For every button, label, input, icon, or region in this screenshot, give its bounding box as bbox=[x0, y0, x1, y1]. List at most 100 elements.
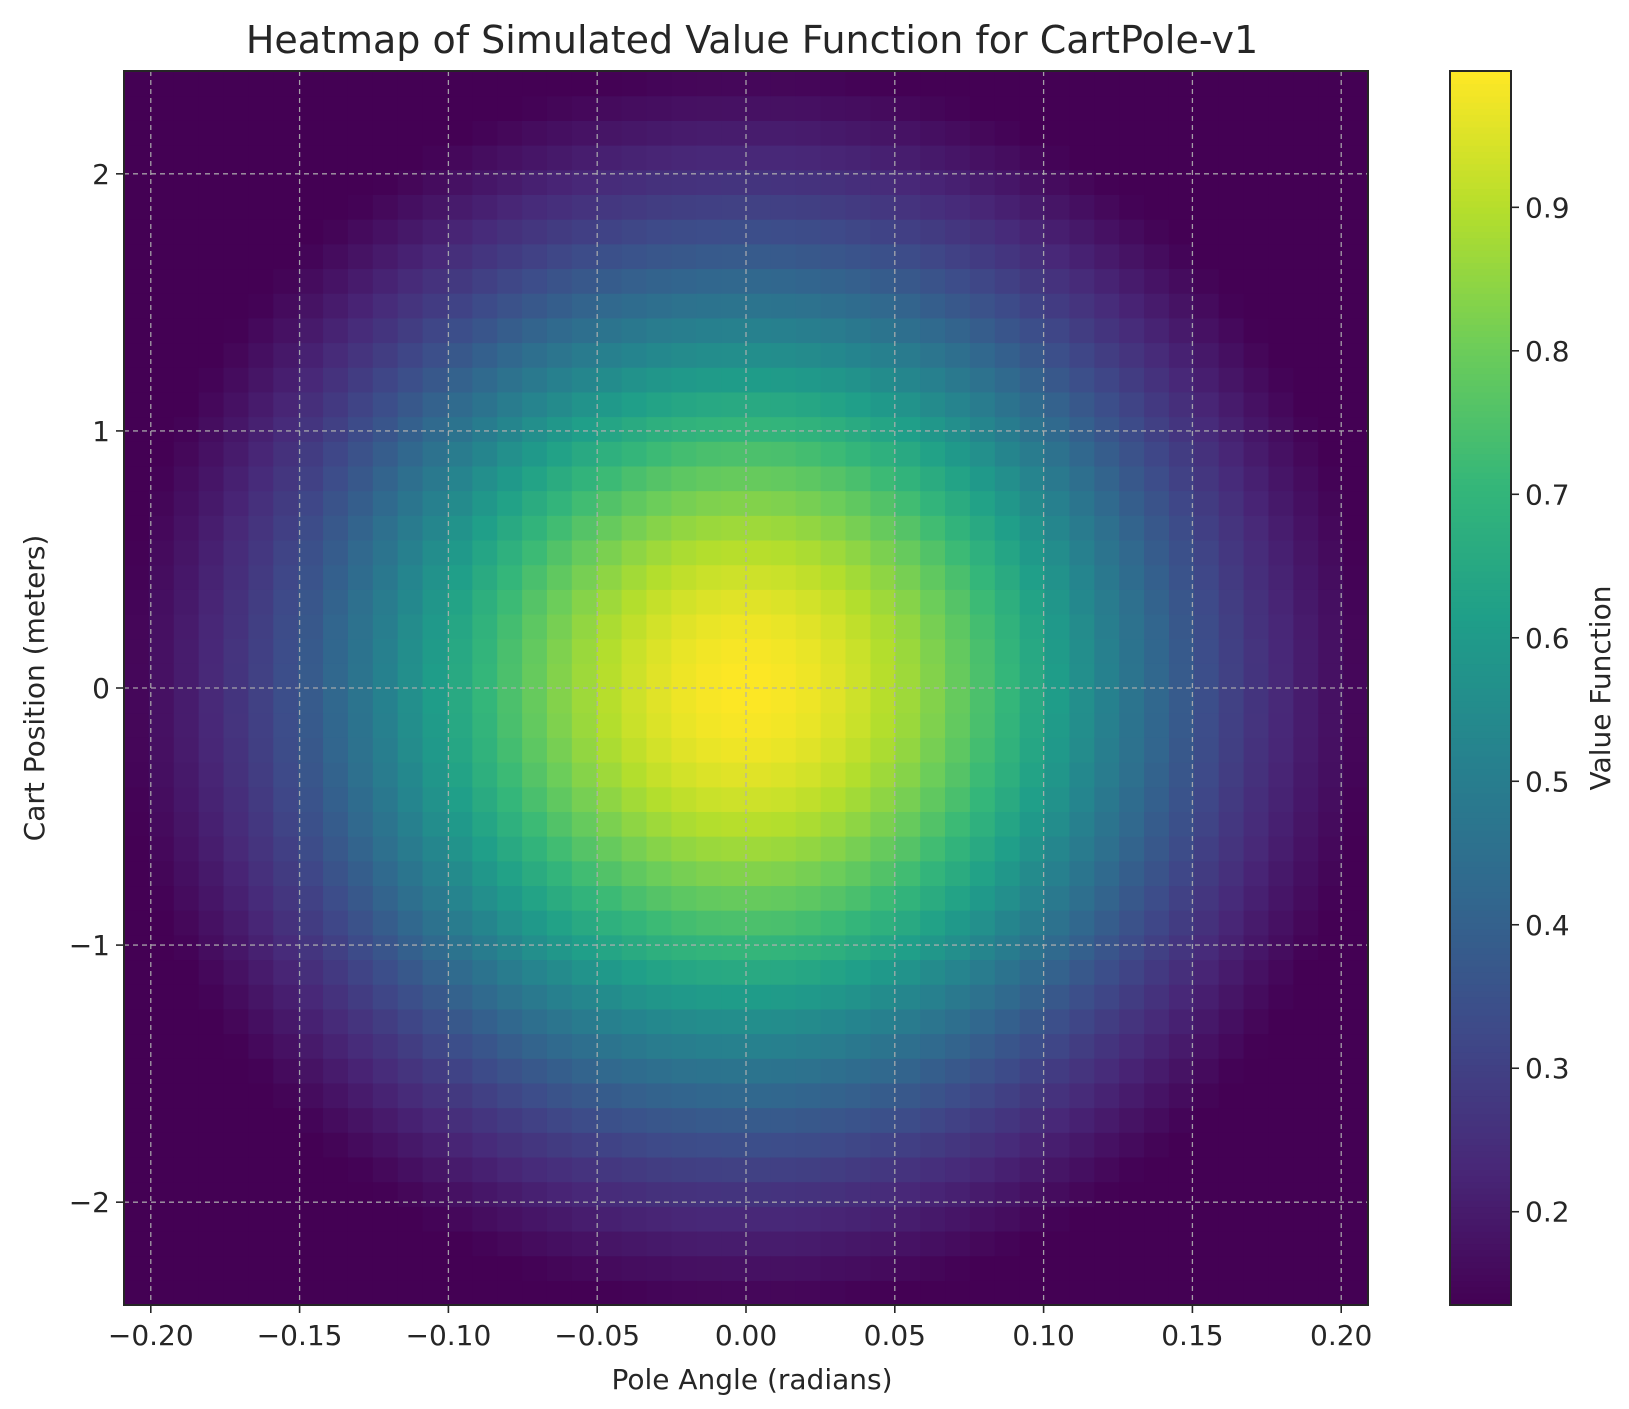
heatmap-cell bbox=[497, 490, 523, 516]
heatmap-cell bbox=[1293, 688, 1319, 714]
heatmap-cell bbox=[671, 515, 697, 541]
heatmap-cell bbox=[546, 688, 573, 714]
heatmap-cell bbox=[1318, 638, 1344, 664]
heatmap-cell bbox=[571, 194, 598, 220]
heatmap-cell bbox=[397, 441, 424, 467]
heatmap-cell bbox=[372, 1206, 399, 1232]
heatmap-cell bbox=[248, 71, 274, 97]
heatmap-cell bbox=[571, 638, 598, 664]
heatmap-cell bbox=[1193, 663, 1220, 689]
heatmap-cell bbox=[870, 984, 896, 1010]
heatmap-cell bbox=[1268, 712, 1294, 738]
heatmap-cell bbox=[198, 515, 225, 541]
heatmap-cell bbox=[1218, 219, 1245, 245]
heatmap-cell bbox=[1094, 342, 1120, 368]
heatmap-cell bbox=[223, 120, 249, 146]
heatmap-cell bbox=[1044, 1255, 1071, 1281]
heatmap-cell bbox=[1119, 293, 1145, 319]
heatmap-cell bbox=[372, 613, 399, 640]
heatmap-cell bbox=[447, 638, 473, 664]
heatmap-cell bbox=[696, 836, 722, 862]
heatmap-cell bbox=[920, 1058, 946, 1084]
heatmap-cell bbox=[820, 811, 847, 837]
heatmap-cell bbox=[323, 515, 349, 541]
heatmap-cell bbox=[571, 416, 598, 442]
heatmap-cell bbox=[497, 120, 523, 146]
heatmap-cell bbox=[1119, 1058, 1145, 1084]
heatmap-cell bbox=[1019, 910, 1046, 936]
heatmap-cell bbox=[895, 959, 921, 985]
heatmap-cell bbox=[845, 737, 871, 763]
heatmap-cell bbox=[596, 1280, 623, 1306]
heatmap-cell bbox=[969, 638, 996, 664]
heatmap-cell bbox=[1144, 811, 1170, 837]
heatmap-cell bbox=[422, 268, 449, 294]
heatmap-cell bbox=[1069, 317, 1095, 344]
heatmap-cell bbox=[422, 1082, 449, 1109]
heatmap-cell bbox=[1094, 416, 1120, 442]
heatmap-cell bbox=[1318, 712, 1344, 738]
y-tick-label: −1 bbox=[69, 929, 110, 962]
heatmap-cell bbox=[596, 465, 623, 492]
heatmap-cell bbox=[1144, 194, 1170, 220]
heatmap-cell bbox=[621, 1206, 648, 1232]
heatmap-cell bbox=[920, 613, 946, 640]
heatmap-cell bbox=[596, 836, 623, 862]
heatmap-cell bbox=[472, 1082, 498, 1109]
heatmap-cell bbox=[472, 836, 498, 862]
heatmap-cell bbox=[621, 712, 648, 738]
heatmap-cell bbox=[596, 120, 623, 146]
heatmap-cell bbox=[472, 786, 498, 812]
heatmap-cell bbox=[1343, 1082, 1369, 1109]
heatmap-cell bbox=[721, 688, 747, 714]
heatmap-cell bbox=[1193, 885, 1220, 911]
heatmap-cell bbox=[845, 1255, 871, 1281]
heatmap-cell bbox=[1268, 910, 1294, 936]
heatmap-cell bbox=[1218, 737, 1245, 763]
heatmap-cell bbox=[671, 910, 697, 936]
heatmap-cell bbox=[148, 71, 175, 97]
heatmap-cell bbox=[198, 910, 225, 936]
heatmap-cell bbox=[1094, 564, 1120, 590]
heatmap-cell bbox=[497, 1230, 523, 1257]
heatmap-cell bbox=[721, 95, 747, 121]
heatmap-cell bbox=[497, 638, 523, 664]
heatmap-cell bbox=[1318, 441, 1344, 467]
heatmap-cell bbox=[248, 564, 274, 590]
heatmap-cell bbox=[497, 1058, 523, 1084]
heatmap-cell bbox=[1268, 1132, 1294, 1158]
heatmap-cell bbox=[1243, 688, 1270, 714]
heatmap-cell bbox=[1218, 1206, 1245, 1232]
heatmap-cell bbox=[1019, 811, 1046, 837]
heatmap-cell bbox=[1094, 219, 1120, 245]
heatmap-cell bbox=[969, 120, 996, 146]
heatmap-cell bbox=[546, 1107, 573, 1133]
heatmap-cell bbox=[969, 589, 996, 615]
heatmap-cell bbox=[298, 910, 324, 936]
heatmap-cell bbox=[671, 465, 697, 492]
heatmap-cell bbox=[148, 1255, 175, 1281]
heatmap-cell bbox=[1168, 1156, 1195, 1183]
heatmap-cell bbox=[820, 1008, 847, 1035]
heatmap-cell bbox=[1293, 1008, 1319, 1035]
heatmap-cell bbox=[173, 145, 200, 171]
heatmap-cell bbox=[696, 860, 722, 887]
heatmap-cell bbox=[646, 959, 672, 985]
chart-title: Heatmap of Simulated Value Function for … bbox=[246, 18, 1258, 62]
heatmap-cell bbox=[920, 1280, 946, 1306]
colorbar-segment bbox=[1450, 959, 1511, 967]
heatmap-cell bbox=[646, 1008, 672, 1035]
colorbar-segment bbox=[1450, 953, 1511, 961]
heatmap-cell bbox=[1343, 1181, 1369, 1207]
heatmap-cell bbox=[273, 465, 299, 492]
heatmap-cell bbox=[895, 391, 921, 418]
heatmap-cell bbox=[298, 367, 324, 393]
heatmap-cell bbox=[223, 268, 249, 294]
heatmap-cell bbox=[1094, 663, 1120, 689]
heatmap-cell bbox=[1094, 367, 1120, 393]
heatmap-cell bbox=[422, 367, 449, 393]
heatmap-cell bbox=[770, 564, 797, 590]
heatmap-cell bbox=[173, 293, 200, 319]
heatmap-cell bbox=[447, 762, 473, 788]
heatmap-cell bbox=[920, 490, 946, 516]
